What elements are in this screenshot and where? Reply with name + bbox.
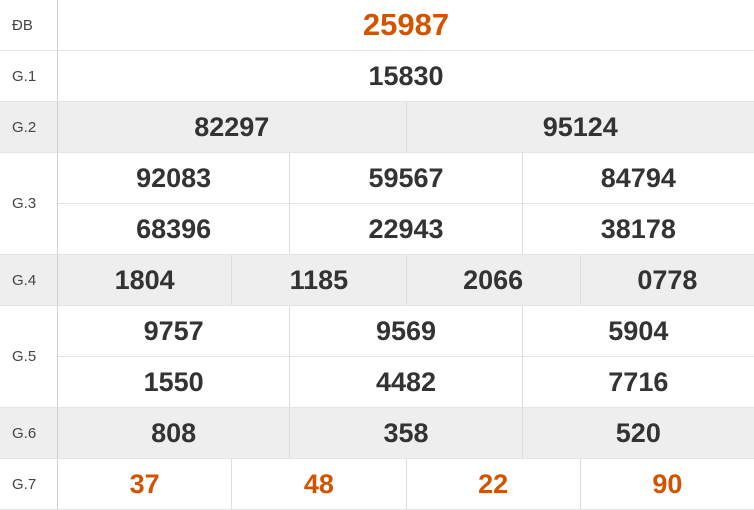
prize-label: G.1 (0, 51, 58, 101)
special-prize-number: 25987 (58, 0, 754, 50)
prize-number: 1550 (58, 357, 289, 407)
prize-number: 84794 (522, 153, 754, 203)
prize-number: 9569 (289, 306, 521, 356)
prize-number: 808 (58, 408, 289, 458)
prize-number: 1804 (58, 255, 231, 305)
prize-numbers: 15830 (58, 51, 754, 101)
number-line: 15830 (58, 51, 754, 101)
prize-number: 4482 (289, 357, 521, 407)
prize-number: 1185 (231, 255, 405, 305)
prize-label: G.2 (0, 102, 58, 152)
prize-number: 7716 (522, 357, 754, 407)
prize-label: G.7 (0, 459, 58, 509)
prize-number: 0778 (580, 255, 754, 305)
prize-number: 22943 (289, 204, 521, 254)
prize-number: 92083 (58, 153, 289, 203)
prize-number: 37 (58, 459, 231, 509)
prize-number: 15830 (58, 51, 754, 101)
prize-number: 358 (289, 408, 521, 458)
prize-number: 59567 (289, 153, 521, 203)
prize-number: 22 (406, 459, 580, 509)
prize-label: G.6 (0, 408, 58, 458)
prize-numbers: 25987 (58, 0, 754, 50)
prize-number: 90 (580, 459, 754, 509)
prize-number: 2066 (406, 255, 580, 305)
prize-number: 9757 (58, 306, 289, 356)
prize-label: ĐB (0, 0, 58, 50)
prize-number: 48 (231, 459, 405, 509)
prize-label: G.4 (0, 255, 58, 305)
prize-number: 520 (522, 408, 754, 458)
prize-label: G.3 (0, 153, 58, 254)
prize-number: 82297 (58, 102, 406, 152)
prize-number: 38178 (522, 204, 754, 254)
prize-label: G.5 (0, 306, 58, 407)
prize-number: 5904 (522, 306, 754, 356)
prize-number: 68396 (58, 204, 289, 254)
prize-number: 95124 (406, 102, 754, 152)
number-line: 25987 (58, 0, 754, 50)
